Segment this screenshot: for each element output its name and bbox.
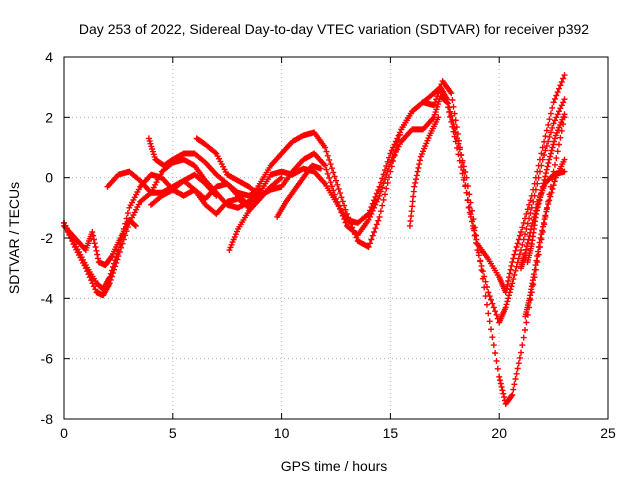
plot-frame [63, 56, 609, 420]
series-markers [145, 135, 263, 199]
series-markers [148, 171, 220, 208]
series-track-13 [518, 168, 568, 272]
x-tick-label: 10 [274, 425, 290, 441]
series-markers [407, 114, 442, 229]
y-tick-label: -8 [41, 411, 54, 427]
series-track-10 [407, 114, 442, 229]
chart-title: Day 253 of 2022, Sidereal Day-to-day VTE… [79, 21, 589, 37]
series-markers [274, 162, 324, 220]
x-axis-label: GPS time / hours [281, 458, 388, 474]
y-tick-label: -4 [41, 290, 54, 306]
series-markers [518, 168, 568, 272]
x-tick-label: 20 [491, 425, 507, 441]
series-track-8 [226, 174, 285, 254]
x-tick-label: 15 [383, 425, 399, 441]
series-track-7 [148, 171, 220, 208]
series-markers [226, 174, 285, 254]
data-marks [61, 72, 568, 407]
series-markers [193, 135, 263, 199]
y-tick-label: 4 [45, 49, 53, 65]
grid [64, 57, 608, 419]
y-tick-label: -2 [41, 230, 54, 246]
x-tick-label: 5 [169, 425, 177, 441]
y-axis-label: SDTVAR / TECUs [6, 182, 22, 294]
series-track-6 [193, 135, 263, 199]
series-track-9 [274, 162, 324, 220]
y-tick-label: 0 [45, 170, 53, 186]
y-tick-label: -6 [41, 351, 54, 367]
y-tick-label: 2 [45, 109, 53, 125]
axis-ticks: 0 5 10 15 20 25 -8 -6 -4 -2 0 2 4 [41, 49, 616, 441]
x-tick-label: 25 [600, 425, 616, 441]
x-tick-label: 0 [60, 425, 68, 441]
series-track-5 [145, 135, 263, 199]
